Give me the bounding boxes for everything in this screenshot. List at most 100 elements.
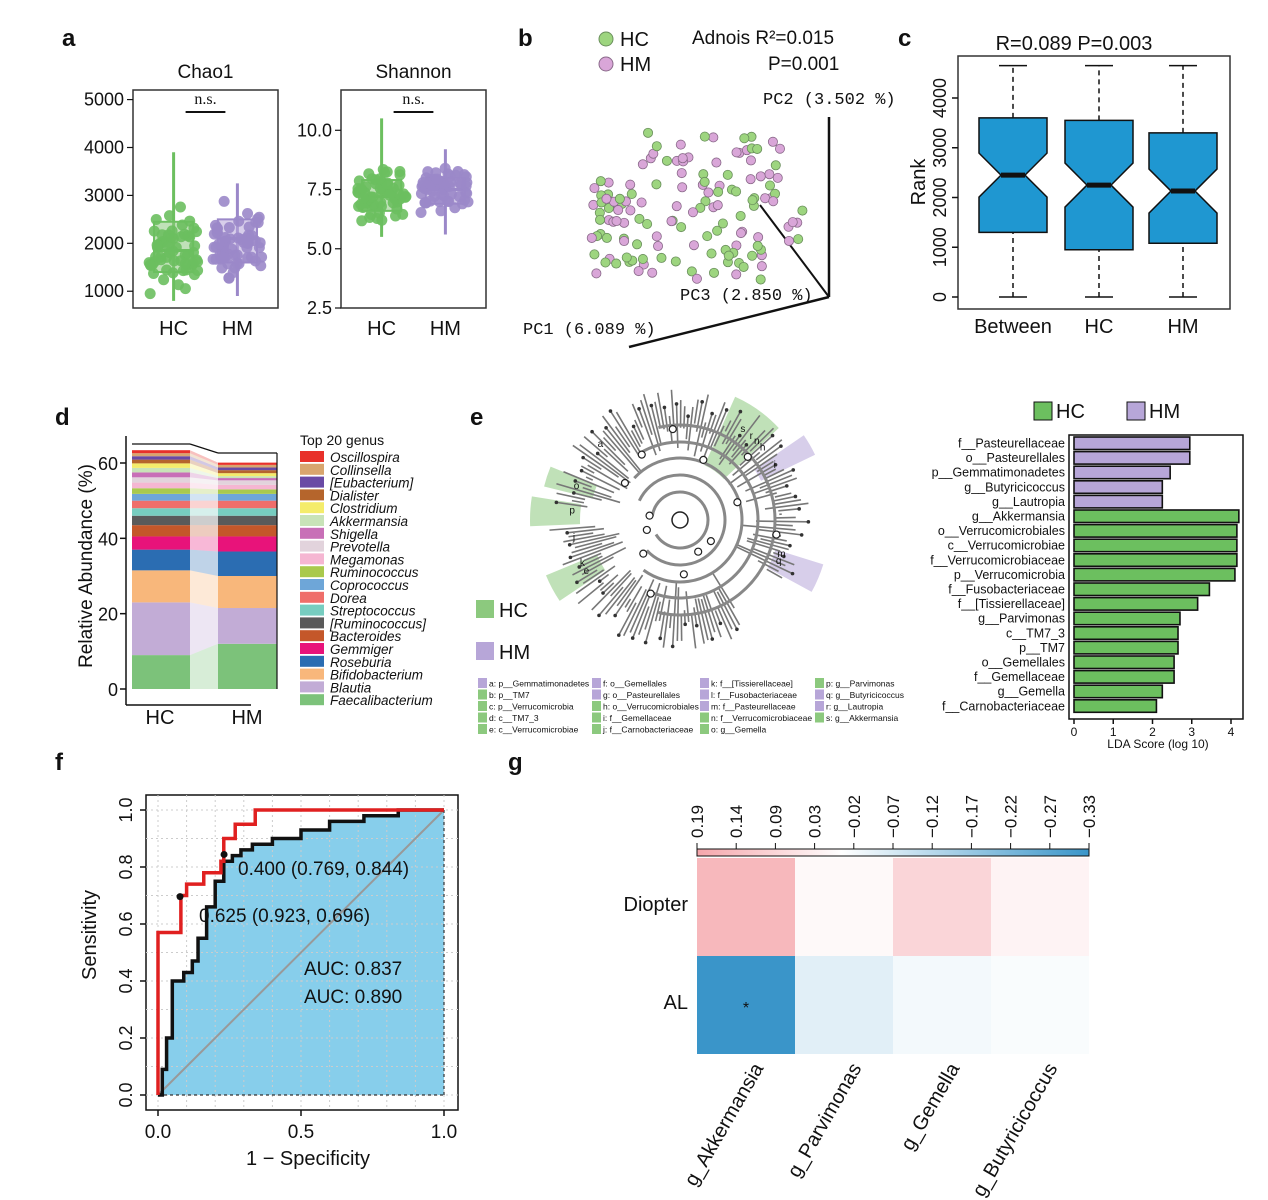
- leaf-branch: [693, 399, 699, 424]
- x-tick-label: 0.0: [145, 1122, 171, 1143]
- stack-Collinsella-HM: [218, 464, 277, 468]
- sample-point-HC: [595, 214, 606, 225]
- clade-letter: n: [754, 436, 760, 447]
- sample-point-HC: [600, 257, 611, 268]
- key-label: b: p__TM7: [489, 690, 530, 700]
- leaf-branch: [700, 422, 707, 438]
- leaf-branch: [766, 568, 783, 579]
- sample-point-HM: [653, 241, 664, 252]
- data-point-HC: [167, 267, 179, 279]
- heatmap-cell: [795, 956, 893, 1054]
- leaf-branch: [563, 533, 605, 543]
- alluvium-Prevotella: [190, 477, 218, 485]
- leaf-branch: [712, 573, 735, 609]
- leaf-node: [630, 636, 635, 640]
- heatmap-col-label: g_Akkermansia: [680, 1059, 768, 1190]
- lda-bar-label: o__Pasteurellales: [966, 451, 1065, 465]
- legend-swatch: [300, 451, 324, 462]
- data-point-HC: [150, 213, 162, 225]
- data-point-HM: [216, 262, 228, 274]
- legend-label: Collinsella: [330, 463, 392, 478]
- leaf-branch: [755, 439, 783, 461]
- tree-arc: [650, 490, 710, 550]
- sample-point-HC: [739, 133, 750, 144]
- legend-hc-label: HC: [620, 29, 649, 51]
- sample-point-HC: [764, 180, 775, 191]
- clade-letter: h: [760, 442, 766, 453]
- legend-hm-label: HM: [1149, 401, 1180, 423]
- leaf-node: [710, 637, 715, 641]
- leaf-branch: [656, 392, 665, 430]
- sample-point-HM: [745, 174, 756, 185]
- sample-point-HM: [647, 267, 658, 278]
- scale-tick-label: 0.03: [806, 805, 825, 838]
- sample-point-HM: [625, 205, 636, 216]
- leaf-branch: [631, 403, 643, 428]
- sample-point-HM: [688, 240, 699, 251]
- legend-hc-swatch: [476, 600, 494, 618]
- leaf-branch: [718, 435, 741, 466]
- stack-Bacteroides-HM: [218, 525, 277, 537]
- leaf-branch: [658, 585, 668, 622]
- y-tick-label: 60: [98, 454, 118, 474]
- optimal-point-red: [176, 893, 184, 901]
- internal-node: [620, 478, 630, 488]
- leaf-branch: [693, 607, 698, 626]
- y-tick-label: 4000: [930, 78, 950, 118]
- leaf-branch: [721, 411, 742, 445]
- leaf-node: [616, 633, 621, 637]
- alluvium-Ruminococcus: [190, 488, 218, 494]
- stack-Akkermansia-HM: [218, 476, 277, 479]
- lda-bar-label: g__Parvimonas: [978, 612, 1065, 626]
- alluvium-Blautia: [190, 602, 218, 656]
- leaf-branch: [601, 415, 631, 454]
- stack-Roseburia-HM: [218, 551, 277, 576]
- key-label: m: f__Pasteurellaceae: [711, 702, 796, 712]
- alluvium-Dialister: [190, 459, 218, 474]
- data-point-HM: [243, 221, 255, 233]
- tree-arc: [658, 423, 777, 617]
- sample-point-HM: [731, 147, 742, 158]
- sample-point-HM: [613, 205, 624, 216]
- sample-point-HM: [675, 139, 686, 150]
- data-point-HM: [212, 223, 224, 235]
- sample-point-HM: [708, 132, 719, 143]
- stack-Prevotella-HM: [218, 480, 277, 485]
- clade-letter: s: [740, 424, 745, 435]
- sample-point-HM: [687, 207, 698, 218]
- leaf-branch: [739, 434, 774, 467]
- leaf-branch: [626, 585, 643, 613]
- leaf-branch: [694, 598, 705, 644]
- leaf-node: [793, 494, 798, 499]
- leaf-branch: [576, 569, 598, 584]
- stat-line-1: Adnois R²=0.015: [692, 28, 834, 49]
- leaf-branch: [549, 525, 596, 531]
- sample-point-HC: [611, 258, 622, 269]
- data-point-HM: [422, 166, 434, 178]
- x-tick-label: HM: [1167, 316, 1198, 338]
- sample-point-HC: [670, 256, 681, 267]
- leaf-node: [575, 580, 579, 585]
- lda-bar-label: f__Gemellaceae: [974, 670, 1065, 684]
- legend-label: [Ruminococcus]: [329, 616, 427, 631]
- leaf-branch: [568, 532, 594, 538]
- x-tick-label: 3: [1188, 725, 1195, 739]
- sample-point-HC: [661, 155, 672, 166]
- legend-label: Megamonas: [330, 552, 405, 567]
- key-swatch: [478, 701, 487, 711]
- y-tick-label: 3000: [930, 128, 950, 168]
- leaf-branch: [778, 508, 800, 512]
- box-plot-frame: [340, 89, 487, 309]
- leaf-branch: [774, 492, 792, 498]
- lda-bar: [1073, 523, 1238, 538]
- leaf-branch: [575, 565, 616, 595]
- sample-point-HC: [651, 141, 662, 152]
- roc-curve-red: [156, 808, 444, 1095]
- sample-point-HM: [768, 196, 779, 207]
- leaf-node: [601, 591, 605, 595]
- leaf-node: [572, 491, 576, 495]
- lda-bar-label: p__Verrucomicrobia: [954, 568, 1065, 582]
- stack-Akkermansia-HC: [132, 467, 190, 473]
- y-tick-label: 7.5: [307, 180, 332, 200]
